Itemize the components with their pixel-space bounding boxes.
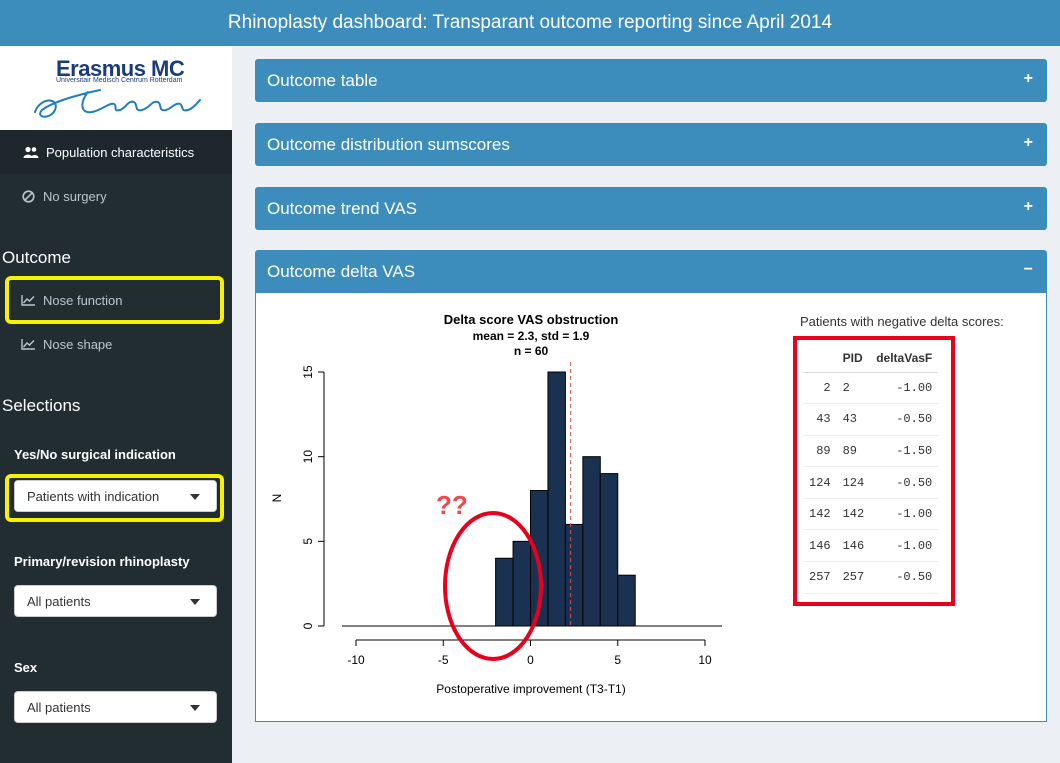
table-row: 257 257 -0.50 <box>803 561 939 594</box>
box-title: Outcome distribution sumscores <box>267 134 510 154</box>
deltavasf-cell: -1.00 <box>870 372 939 405</box>
selections-section-title: Selections <box>2 396 81 415</box>
highlight-indication-select <box>5 474 224 522</box>
filter-label-primary-revision: Primary/revision rhinoplasty <box>14 554 190 569</box>
select-value: Patients with indication <box>27 488 160 504</box>
app-header: Rhinoplasty dashboard: Transparant outco… <box>0 0 1060 46</box>
box-header[interactable]: Outcome table + <box>255 59 1047 102</box>
ban-icon <box>20 189 36 203</box>
line-chart-icon <box>20 293 36 307</box>
row-name-cell: 257 <box>803 561 837 594</box>
expand-icon[interactable]: + <box>1023 198 1033 215</box>
box-outcome-trend: Outcome trend VAS + <box>255 187 1047 230</box>
box-outcome-table: Outcome table + <box>255 59 1047 102</box>
column-header-deltavasf: deltaVasF <box>870 344 939 373</box>
pid-cell: 257 <box>836 561 871 594</box>
box-title: Outcome trend VAS <box>267 198 417 218</box>
highlight-nose-function <box>5 276 224 324</box>
line-chart-icon <box>20 337 36 351</box>
indication-select[interactable]: Patients with indication <box>14 480 217 512</box>
filter-label-sex: Sex <box>14 660 38 675</box>
box-header[interactable]: Outcome trend VAS + <box>255 187 1047 230</box>
signature-icon <box>34 89 201 118</box>
sidebar-item-label: Nose function <box>43 292 123 308</box>
sidebar-item-nose-function[interactable]: Nose function <box>0 278 232 322</box>
column-header-pid: PID <box>836 344 871 373</box>
table-row: 89 89 -1.50 <box>803 435 939 468</box>
pid-cell: 142 <box>836 498 871 531</box>
row-name-cell: 2 <box>803 372 837 405</box>
deltavasf-cell: -0.50 <box>870 403 939 436</box>
logo: Erasmus MC Universitair Medisch Centrum … <box>0 46 232 130</box>
sidebar-item-label: Population characteristics <box>46 144 195 160</box>
sidebar-item-population[interactable]: Population characteristics <box>0 130 232 174</box>
box-title: Outcome delta VAS <box>267 261 416 281</box>
sidebar: Erasmus MC Universitair Medisch Centrum … <box>0 46 232 763</box>
pid-cell: 89 <box>836 435 871 468</box>
collapse-icon[interactable]: − <box>1023 261 1033 278</box>
primary-revision-select[interactable]: All patients <box>14 585 217 617</box>
negative-table-title: Patients with negative delta scores: <box>800 314 1004 329</box>
expand-icon[interactable]: + <box>1023 70 1033 87</box>
logo-name: Erasmus MC <box>56 56 185 81</box>
pid-cell: 43 <box>836 403 871 436</box>
table-header-row: PID deltaVasF <box>803 344 939 373</box>
box-outcome-distribution: Outcome distribution sumscores + <box>255 123 1047 166</box>
row-name-cell: 124 <box>803 466 837 499</box>
negative-table-highlight: PID deltaVasF 2 2 -1.00 43 43 -0.50 89 89 -1.50 1… <box>793 336 955 606</box>
outcome-section-title: Outcome <box>2 248 71 267</box>
sex-select[interactable]: All patients <box>14 691 217 723</box>
app-title: Rhinoplasty dashboard: Transparant outco… <box>227 12 833 33</box>
select-value: All patients <box>27 593 91 609</box>
deltavasf-cell: -1.50 <box>870 435 939 468</box>
users-icon <box>23 145 39 159</box>
sidebar-item-label: Nose shape <box>43 336 113 352</box>
sidebar-item-no-surgery[interactable]: No surgery <box>0 174 232 218</box>
deltavasf-cell: -1.00 <box>870 529 939 563</box>
logo-subtitle: Universitair Medisch Centrum Rotterdam <box>56 77 183 84</box>
select-value: All patients <box>27 699 91 715</box>
box-header[interactable]: Outcome delta VAS − <box>255 250 1047 293</box>
row-name-cell: 89 <box>803 435 837 468</box>
pid-cell: 124 <box>836 466 871 499</box>
filter-label-indication: Yes/No surgical indication <box>14 447 176 462</box>
caret-down-icon <box>190 494 200 500</box>
column-header-rownames <box>803 344 837 373</box>
deltavasf-cell: -0.50 <box>870 466 939 499</box>
row-name-cell: 43 <box>803 403 837 436</box>
negative-delta-table: PID deltaVasF 2 2 -1.00 43 43 -0.50 89 89 -1.50 1… <box>803 344 939 594</box>
box-title: Outcome table <box>267 70 378 90</box>
pid-cell: 2 <box>836 372 871 405</box>
table-row: 43 43 -0.50 <box>803 403 939 436</box>
table-row: 146 146 -1.00 <box>803 529 939 563</box>
row-name-cell: 142 <box>803 498 837 531</box>
negative-table-body: 2 2 -1.00 43 43 -0.50 89 89 -1.50 124 124 -0.50 142 1… <box>803 372 939 594</box>
table-row: 142 142 -1.00 <box>803 498 939 531</box>
deltavasf-cell: -0.50 <box>870 561 939 594</box>
caret-down-icon <box>190 705 200 711</box>
box-header[interactable]: Outcome distribution sumscores + <box>255 123 1047 166</box>
row-name-cell: 146 <box>803 529 837 563</box>
table-row: 124 124 -0.50 <box>803 466 939 499</box>
expand-icon[interactable]: + <box>1023 134 1033 151</box>
caret-down-icon <box>190 599 200 605</box>
sidebar-item-label: No surgery <box>43 188 107 204</box>
table-row: 2 2 -1.00 <box>803 372 939 405</box>
deltavasf-cell: -1.00 <box>870 498 939 531</box>
pid-cell: 146 <box>836 529 871 563</box>
sidebar-item-nose-shape[interactable]: Nose shape <box>0 322 232 366</box>
